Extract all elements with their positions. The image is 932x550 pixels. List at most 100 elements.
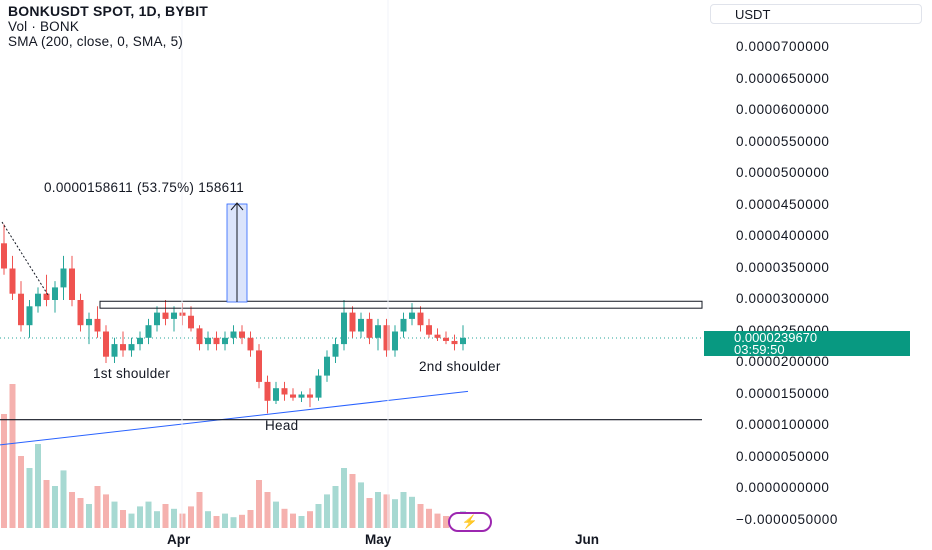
volume-bar — [392, 499, 398, 528]
volume-bar — [298, 516, 305, 528]
candle-body — [188, 315, 194, 329]
volume-bar — [162, 504, 169, 528]
candle-body — [205, 337, 211, 345]
volume-bar — [26, 468, 33, 528]
candle-body — [35, 293, 41, 307]
measure-arrow-head — [230, 202, 244, 211]
volume-bar — [9, 384, 16, 528]
trend-line — [1, 221, 49, 296]
volume-bar — [1, 414, 7, 528]
candle-body — [86, 318, 92, 326]
candle-body — [1, 243, 7, 269]
candle-body — [239, 331, 245, 338]
candle-body — [366, 318, 373, 338]
candle-body — [281, 388, 288, 395]
candle-body — [264, 381, 271, 401]
volume-bar — [120, 510, 126, 528]
symbol-title[interactable]: BONKUSDT SPOT, 1D, BYBIT — [8, 3, 209, 19]
volume-bar — [307, 511, 313, 528]
volume-bar — [103, 494, 109, 528]
candle-body — [417, 312, 424, 326]
neckline-zone — [99, 300, 703, 309]
candle-body — [434, 334, 441, 338]
y-tick-label: 0.0000650000 — [736, 70, 830, 86]
volume-bar — [111, 501, 118, 528]
volume-legend[interactable]: Vol · BONK — [8, 19, 80, 34]
candle-body — [332, 344, 339, 357]
volume-bar — [171, 508, 177, 528]
y-tick-label: 0.0000450000 — [736, 196, 830, 212]
volume-bar — [417, 504, 424, 528]
candle-body — [400, 318, 407, 332]
volume-bar — [264, 492, 271, 528]
volume-bar — [409, 496, 415, 528]
volume-bar — [145, 501, 152, 528]
volume-bar — [273, 501, 279, 528]
candle-body — [315, 375, 322, 398]
candle-body — [43, 293, 50, 300]
x-tick-may: May — [365, 532, 392, 547]
currency-selector[interactable]: USDT — [710, 4, 922, 24]
volume-bar — [247, 510, 254, 528]
candle-body — [94, 318, 101, 332]
lightning-icon[interactable]: ⚡ — [448, 512, 492, 532]
y-tick-label: 0.0000600000 — [736, 102, 830, 117]
volume-bar — [239, 514, 245, 528]
second-shoulder-label[interactable]: 2nd shoulder — [419, 359, 501, 374]
volume-bar — [400, 492, 407, 528]
volume-bar — [230, 517, 237, 528]
volume-bar — [366, 498, 373, 528]
volume-bar — [18, 456, 24, 528]
candle-body — [162, 312, 169, 319]
candle-body — [443, 337, 449, 341]
volume-bar — [281, 508, 288, 528]
volume-bar — [324, 494, 330, 528]
volume-bar — [290, 513, 296, 528]
volume-bar — [434, 513, 441, 528]
volume-bar — [205, 511, 211, 528]
candle-body — [273, 388, 279, 401]
candle-body — [298, 394, 305, 398]
candle-body — [426, 325, 432, 335]
y-tick-label: 0.0000700000 — [736, 39, 830, 54]
candle-body — [324, 356, 330, 376]
candle-body — [349, 312, 356, 332]
x-tick-apr: Apr — [167, 532, 191, 547]
sma-line — [0, 390, 469, 446]
candle-body — [290, 394, 296, 398]
candle-body — [120, 344, 126, 351]
volume-bar — [426, 508, 432, 528]
first-shoulder-label[interactable]: 1st shoulder — [93, 366, 171, 381]
last-price: 0.0000239670 — [734, 330, 818, 345]
candle-body — [69, 268, 75, 300]
candle-body — [111, 344, 118, 357]
volume-bar — [349, 474, 356, 528]
candle-body — [154, 312, 160, 326]
candle-body — [460, 337, 466, 345]
volume-bar — [256, 480, 262, 528]
volume-bar — [69, 492, 75, 528]
candle-body — [230, 331, 237, 338]
head-label[interactable]: Head — [265, 418, 299, 433]
chart-legend: BONKUSDT SPOT, 1D, BYBIT Vol · BONK SMA … — [8, 3, 209, 50]
volume-bar — [332, 486, 339, 528]
y-tick-label: 0.0000350000 — [736, 259, 830, 275]
y-tick-label: 0.0000100000 — [736, 417, 830, 432]
volume-bar — [128, 513, 135, 528]
volume-bar — [154, 511, 160, 528]
sma-legend[interactable]: SMA (200, close, 0, SMA, 5) — [8, 34, 183, 49]
volume-bar — [43, 480, 50, 528]
candle-body — [409, 312, 415, 319]
volume-bar — [35, 444, 41, 528]
y-tick-label: 0.0000300000 — [736, 291, 830, 306]
candle-body — [256, 350, 262, 382]
candle-body — [307, 394, 313, 398]
volume-bar — [188, 506, 194, 528]
candle-body — [222, 337, 228, 345]
y-tick-label: 0.0000050000 — [736, 448, 830, 464]
volume-bar — [77, 498, 84, 528]
candle-body — [77, 300, 84, 326]
candle-body — [103, 331, 109, 357]
measure-label[interactable]: 0.0000158611 (53.75%) 158611 — [44, 180, 245, 195]
